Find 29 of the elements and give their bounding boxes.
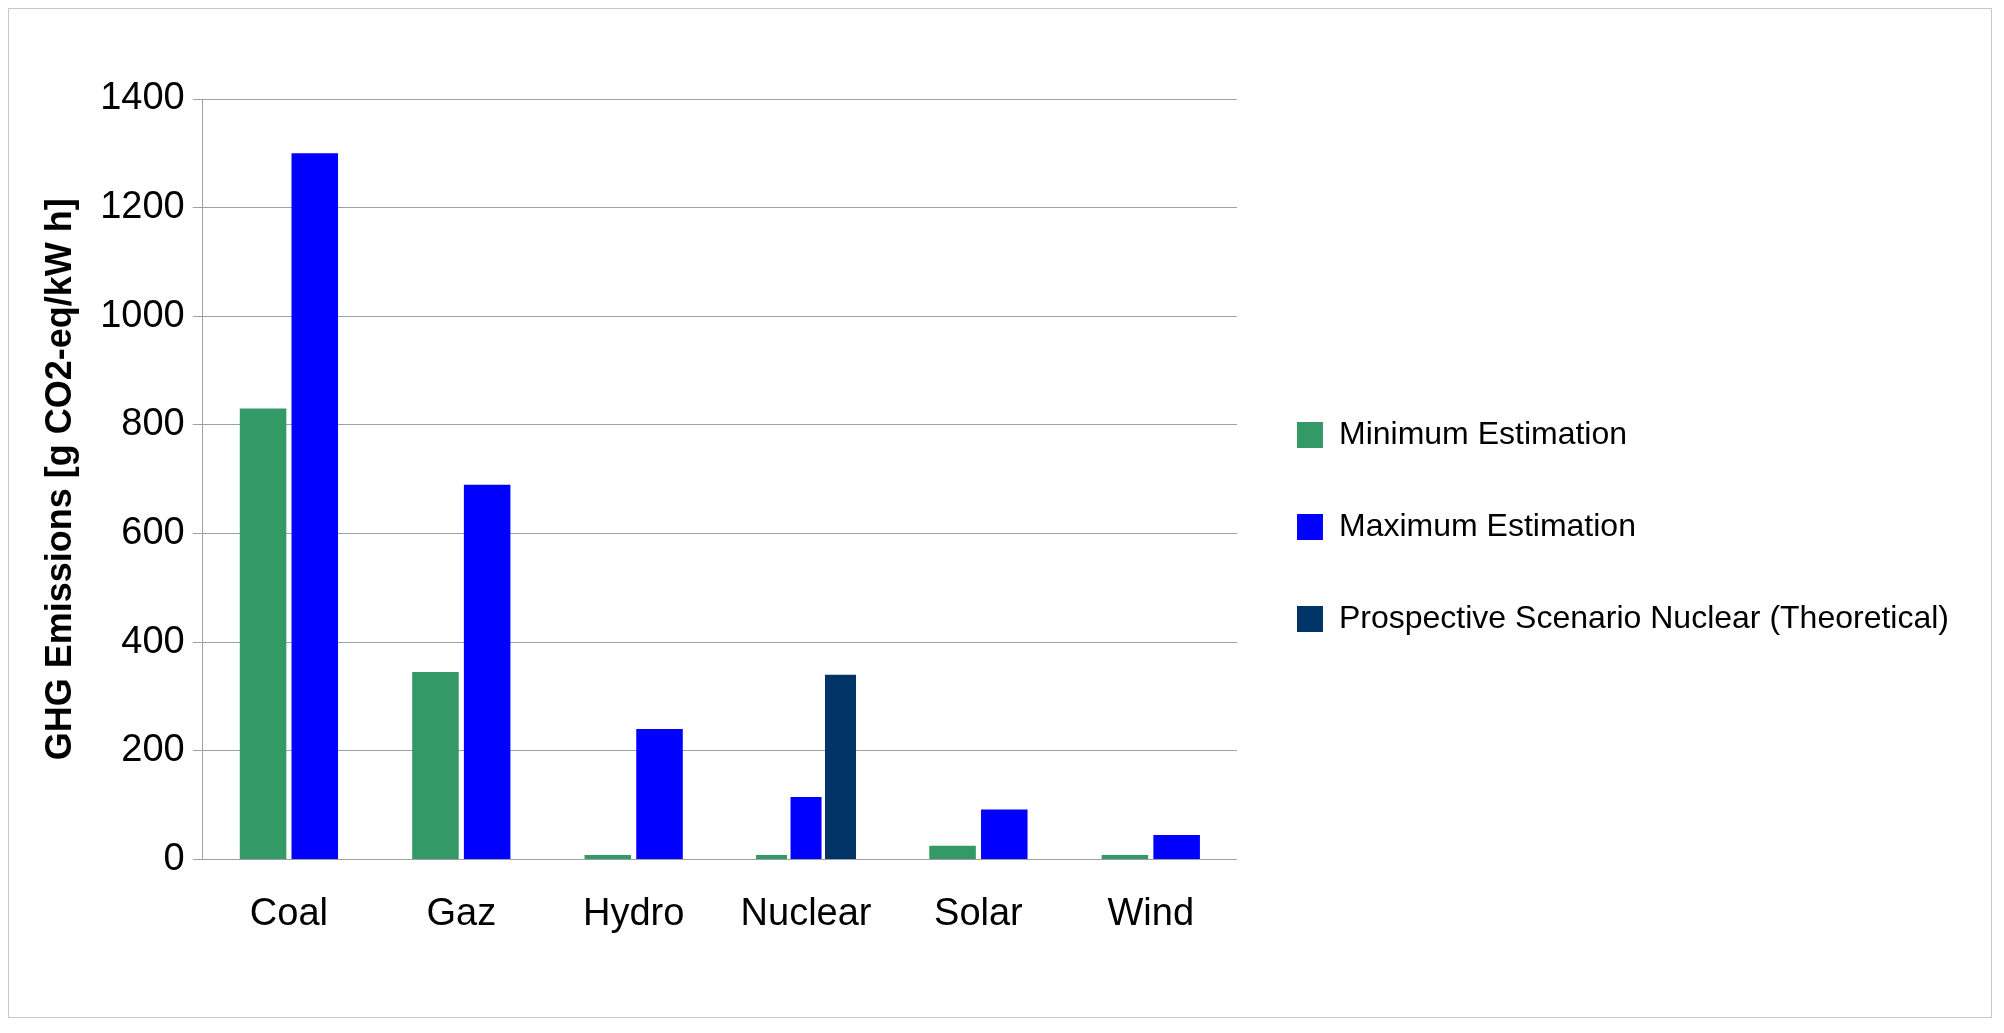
legend-label: Maximum Estimation [1338,506,1636,543]
bar [825,674,857,859]
y-tick-label: 800 [121,401,185,444]
bar [1153,834,1200,859]
y-tick-label: 1400 [100,75,185,118]
bar [463,484,511,859]
bar [981,809,1028,859]
y-tick-label: 600 [121,510,185,552]
y-tick-label: 1200 [100,184,185,227]
bar [584,855,632,859]
legend-label: Minimum Estimation [1338,414,1628,451]
y-tick-label: 200 [121,727,185,770]
y-tick-label: 0 [163,835,185,878]
bar [636,729,683,859]
x-tick-label: Hydro [582,890,685,933]
x-tick-label: Nuclear [740,890,872,933]
x-tick-label: Coal [249,890,328,933]
x-tick-label: Gaz [426,890,497,933]
y-tick-label: 400 [121,618,185,661]
bar [929,845,976,859]
bar [1101,855,1149,859]
legend-label: Prospective Scenario Nuclear (Theoretical) [1338,598,1949,635]
x-tick-label: Wind [1107,890,1195,933]
x-tick-label: Solar [934,890,1024,933]
bar [291,153,339,859]
bar [239,408,287,859]
bar [412,672,459,859]
y-axis-title: GHG Emissions [g CO2-eq/kW h] [37,198,79,761]
y-tick-label: 1000 [100,292,185,335]
